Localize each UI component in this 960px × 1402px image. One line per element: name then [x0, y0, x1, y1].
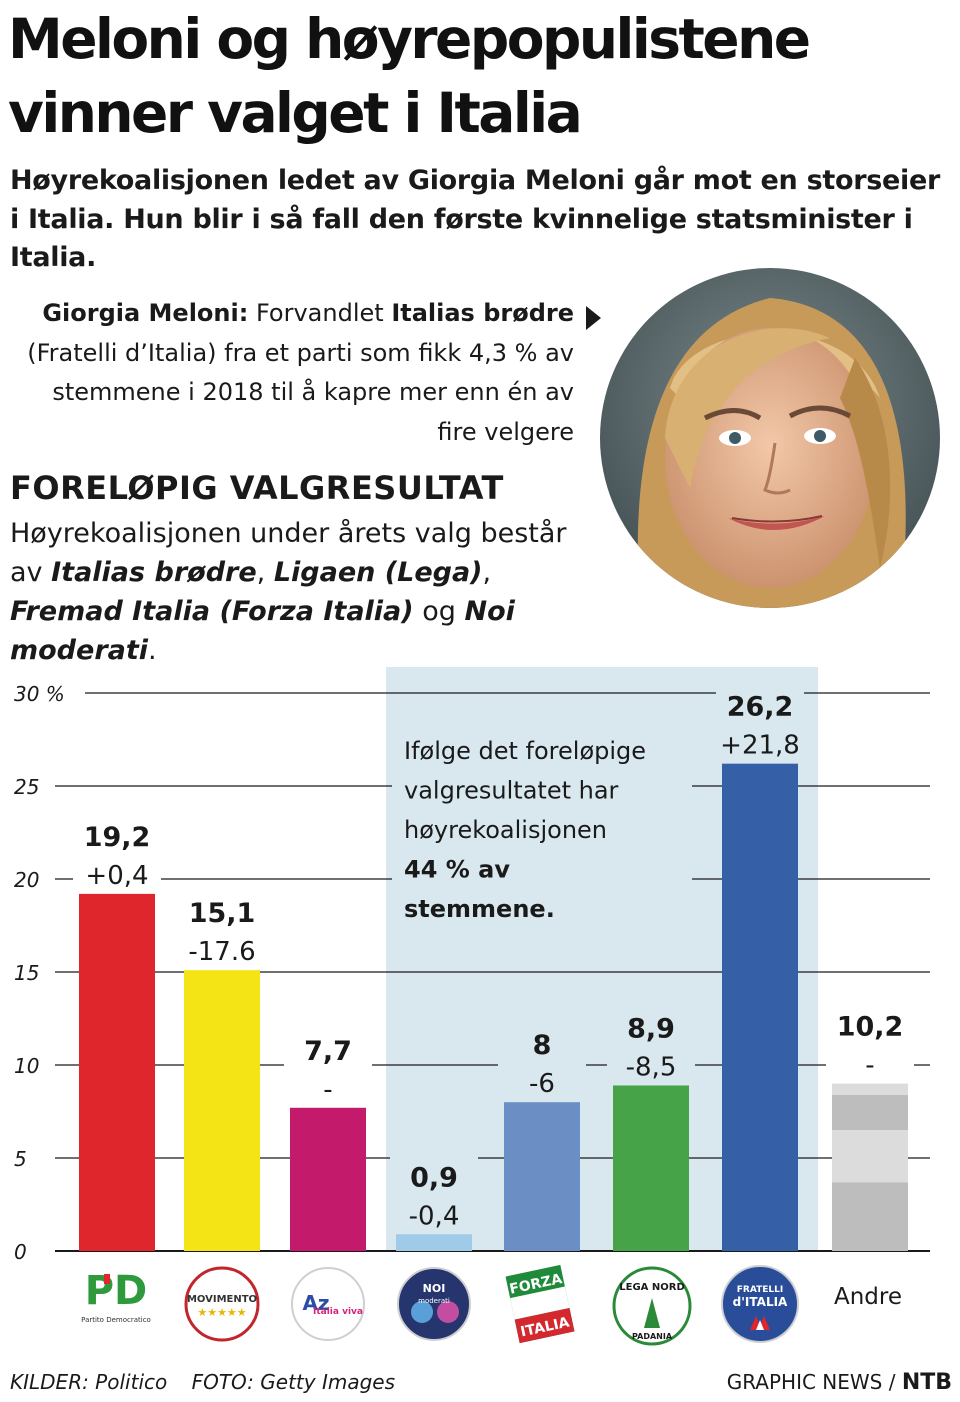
value-label: 19,2 [84, 822, 151, 853]
change-label: -0,4 [409, 1201, 460, 1231]
party-noi-moderati: Noi moderati [10, 596, 515, 666]
azione-logo-icon: Az Italia viva [291, 1267, 365, 1341]
lega-logo-icon: LEGA NORD PADANIA [612, 1266, 692, 1346]
change-label: -17.6 [188, 937, 255, 967]
caption-arrow-icon [586, 306, 601, 330]
azione-logo-text: Az [302, 1291, 329, 1315]
bar-andre-segment [832, 1182, 908, 1251]
footer-sources: KILDER: Politico FOTO: Getty Images [10, 1370, 395, 1394]
change-label: - [323, 1075, 332, 1105]
label-backing [607, 1007, 695, 1080]
fdi-logo-text-1: FRATELLI [737, 1285, 783, 1295]
separator: , [256, 557, 266, 588]
value-label: 10,2 [837, 1012, 904, 1043]
change-label: -6 [529, 1069, 555, 1099]
value-label: 8 [533, 1030, 552, 1061]
agency-logo: NTB [901, 1370, 952, 1395]
separator: , [482, 557, 492, 588]
annotation-line-1: Ifølge det foreløpige [404, 737, 646, 765]
label-backing [73, 815, 161, 888]
bar-4 [504, 1102, 580, 1251]
bar-chart: 0 5 10 15 20 25 30 % 19,2 +0,4 15,1 -17.6 7,7 - 0,9 -… [14, 667, 930, 1346]
bar-0 [79, 893, 155, 1251]
subtitle: Høyrekoalisjonen ledet av Giorgia Meloni… [10, 165, 940, 273]
y-tick-label: 5 [14, 1147, 27, 1171]
m5s-logo-stars: ★★★★★ [197, 1306, 246, 1319]
value-label: 8,9 [627, 1013, 675, 1044]
separator: og [422, 596, 456, 627]
value-label: 26,2 [727, 692, 794, 723]
fdi-logo-text-2: d'ITALIA [733, 1295, 788, 1309]
azione-logo-subtext: Italia viva [313, 1307, 363, 1317]
value-label: 7,7 [304, 1036, 352, 1067]
party-fremad-italia: Fremad Italia (Forza Italia) [10, 596, 414, 627]
value-label: 15,1 [189, 898, 256, 929]
separator: . [148, 635, 157, 666]
label-backing [826, 1005, 914, 1078]
section-heading: FORELØPIG VALGRESULTAT [10, 469, 504, 507]
change-label: +0,4 [85, 861, 148, 891]
label-backing [716, 685, 804, 758]
caption-party: Italias brødre [391, 299, 574, 327]
label-backing [178, 892, 266, 965]
m5s-logo-text: MOVIMENTO [187, 1294, 257, 1305]
y-tick-label: 10 [14, 1054, 39, 1078]
label-backing [390, 1156, 478, 1229]
lega-logo-text-2: PADANIA [632, 1332, 673, 1341]
bar-5 [613, 1085, 689, 1251]
noi-logo-text: NOI [423, 1282, 446, 1295]
bar-3 [396, 1234, 472, 1251]
caption-text-1: Forvandlet [255, 299, 384, 327]
intro-text: Høyrekoalisjonen under årets valg består… [10, 518, 567, 588]
annotation-line-3: høyrekoalisjonen [404, 816, 607, 844]
change-label: -8,5 [626, 1052, 677, 1082]
lega-logo-text-1: LEGA NORD [619, 1282, 685, 1293]
m5s-logo-icon: MOVIMENTO ★★★★★ [184, 1266, 260, 1342]
noi-logo-subtext: moderati [418, 1297, 450, 1305]
y-tick-label: 0 [14, 1240, 27, 1264]
caption-text-2: (Fratelli d’Italia) fra et parti som fik… [27, 338, 574, 446]
coalition-annotation: Ifølge det foreløpige valgresultatet har… [392, 725, 692, 925]
photo-caption: Giorgia Meloni: Forvandlet Italias brødr… [8, 294, 574, 452]
bar-6 [722, 763, 798, 1251]
annotation-background [392, 725, 692, 925]
footer-credit: GRAPHIC NEWS / NTB [727, 1370, 952, 1395]
pd-logo-icon: PD Partito Democratico [81, 1268, 151, 1324]
andre-label: Andre [834, 1284, 902, 1310]
section-intro: Høyrekoalisjonen under årets valg består… [10, 514, 570, 670]
bar-andre [832, 1083, 908, 1251]
fdi-logo-icon: FRATELLI d'ITALIA [721, 1265, 799, 1343]
party-ligaen: Ligaen (Lega) [273, 557, 483, 588]
label-backing [284, 1029, 372, 1102]
change-label: - [865, 1051, 874, 1081]
portrait-illustration [600, 268, 940, 608]
caption-name: Giorgia Meloni: [42, 299, 249, 327]
bar-2 [290, 1107, 366, 1251]
annotation-line-2: valgresultatet har [404, 777, 619, 805]
photo-credit: FOTO: Getty Images [191, 1370, 396, 1394]
y-tick-label: 15 [14, 961, 39, 985]
noi-moderati-logo-icon: NOI moderati [397, 1267, 471, 1341]
bar-1 [184, 970, 260, 1251]
page-title: Meloni og høyrepopulistene vinner valget… [8, 7, 811, 145]
pd-logo-text: PD [85, 1268, 148, 1314]
party-italias-brodre: Italias brødre [51, 557, 257, 588]
bar-andre-segment [832, 1094, 908, 1131]
y-tick-label: 20 [14, 868, 39, 892]
change-label: +21,8 [720, 731, 800, 761]
value-label: 0,9 [410, 1162, 458, 1193]
sources-text: KILDER: Politico [10, 1370, 168, 1394]
forza-italia-logo-icon: FORZA ITALIA [505, 1264, 575, 1344]
y-tick-label: 30 % [14, 682, 65, 706]
annotation-line-4: 44 % av [404, 856, 510, 884]
pd-logo-subtext: Partito Democratico [81, 1316, 151, 1324]
portrait-photo [600, 268, 940, 608]
bar-andre-segment [832, 1130, 908, 1183]
label-backing [498, 1024, 586, 1097]
y-tick-label: 25 [14, 775, 39, 799]
annotation-line-5: stemmene. [404, 895, 555, 923]
credit-text: GRAPHIC NEWS / [726, 1370, 896, 1394]
bar-andre-segment [832, 1083, 908, 1095]
